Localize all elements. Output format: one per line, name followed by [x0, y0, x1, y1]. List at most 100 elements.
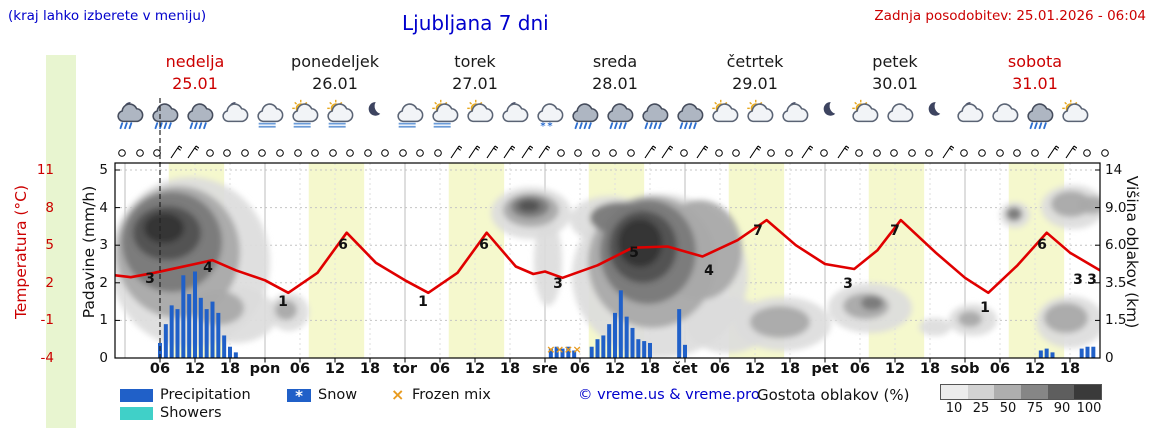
temperature-value-label: 4 [203, 260, 213, 276]
rain-icon [148, 98, 182, 130]
density-tick-label: 90 [1053, 401, 1071, 416]
frozen-mix-marker: × [564, 343, 573, 356]
sun-fog-icon [288, 98, 322, 130]
x-tick-hour: 06 [709, 361, 731, 377]
sun-cloud-icon [463, 98, 497, 130]
wind-calm-icon [852, 143, 866, 160]
wind-calm-icon [922, 143, 936, 160]
wind-calm-icon [115, 143, 129, 160]
legend-snow-label: Snow [318, 387, 358, 403]
precipitation-axis-label: Padavine (mm/h) [80, 185, 98, 319]
daylight-band [1008, 163, 1065, 358]
precip-bar [204, 309, 209, 358]
density-segment [1021, 385, 1048, 399]
snow-swatch: * [287, 389, 311, 404]
cloud-blob [919, 318, 951, 336]
wind-calm-icon [238, 143, 252, 160]
precip-bar [624, 316, 629, 358]
precip-bar [158, 342, 162, 358]
wind-calm-icon [589, 143, 603, 160]
precip-bar [1044, 348, 1049, 358]
wind-barb-icon [501, 143, 516, 160]
cloud-height-axis-label: Višina oblakov (km) [1123, 175, 1141, 329]
wind-barb-icon [484, 143, 498, 160]
cloud-blob [503, 193, 559, 227]
x-tick-hour: 06 [429, 361, 451, 377]
cloud-density-scale [940, 384, 1102, 400]
temperature-value-label: 7 [753, 223, 763, 239]
frozen-mix-marker: × [546, 343, 555, 356]
wind-barb-icon [747, 143, 762, 160]
svg-text:*: * [540, 121, 545, 130]
svg-text:*: * [547, 121, 552, 130]
wind-calm-icon [571, 143, 585, 160]
cloud-blob [115, 177, 270, 347]
precip-bar [233, 352, 238, 358]
day-name: petek [872, 52, 918, 71]
cloud-blob [590, 202, 650, 234]
wind-calm-icon [817, 143, 831, 160]
wind-barb-icon [536, 143, 551, 160]
moon-icon [918, 98, 952, 130]
plot-border [114, 162, 1101, 359]
legend-frozen-mix-label: Frozen mix [412, 387, 491, 403]
cloud-height-tick-label: 3.5 [1105, 274, 1127, 291]
day-name: torek [454, 52, 496, 71]
wind-calm-icon [378, 143, 392, 160]
wind-calm-icon [203, 143, 217, 160]
precip-bar [677, 309, 682, 358]
wind-calm-icon [1098, 143, 1112, 160]
cloud-blob [269, 293, 309, 331]
temperature-tick-label: -4 [40, 350, 54, 366]
moon-icon [358, 98, 392, 130]
wind-barb-icon [519, 143, 533, 160]
page-title: Ljubljana 7 dni [402, 11, 549, 35]
precipitation-tick-label: 5 [99, 162, 108, 178]
day-date: 25.01 [172, 74, 218, 93]
temperature-value-label: 3 [1073, 272, 1083, 288]
sun-cloud-icon [1058, 98, 1092, 130]
legend-precipitation-label: Precipitation [160, 387, 251, 403]
cloud-blob [518, 200, 540, 212]
legend-showers-label: Showers [160, 405, 222, 421]
wind-calm-icon [150, 143, 164, 160]
wind-calm-icon [870, 143, 884, 160]
precip-bar [618, 290, 623, 358]
cloud-blob [1006, 207, 1022, 221]
x-tick-hour: 06 [289, 361, 311, 377]
snow-icon: * * [533, 98, 567, 132]
cloud-blob [193, 287, 277, 343]
copyright: © vreme.us & vreme.pro [578, 387, 760, 403]
day-name: sreda [592, 52, 638, 71]
wind-calm-icon [606, 143, 620, 160]
precip-bar [636, 339, 641, 358]
temperature-axis-label: Temperatura (°C) [12, 184, 30, 320]
wind-calm-icon [993, 143, 1007, 160]
left-accent-strip [46, 55, 76, 428]
temperature-tick-label: 2 [45, 274, 54, 291]
cloud-blob [1036, 296, 1100, 348]
precip-bar [642, 341, 647, 358]
cloud-height-tick-label: 6.0 [1105, 237, 1127, 254]
temperature-tick-label: 5 [45, 237, 54, 254]
wind-calm-icon [887, 143, 901, 160]
wind-barb-icon [799, 143, 814, 160]
cloud-blob [958, 311, 982, 327]
wind-calm-icon [957, 143, 971, 160]
wind-calm-icon [764, 143, 778, 160]
precip-bar [613, 312, 617, 358]
moon-rain-icon [113, 98, 147, 130]
density-tick-label: 100 [1076, 401, 1102, 416]
cloud-blob [1041, 185, 1100, 229]
x-tick-day: čet [672, 361, 698, 377]
x-tick-hour: 12 [464, 361, 486, 377]
x-tick-hour: 18 [639, 361, 661, 377]
x-tick-hour: 06 [989, 361, 1011, 377]
wind-calm-icon [220, 143, 234, 160]
precip-bar [1085, 346, 1090, 358]
cloud-blob [122, 192, 222, 292]
wind-calm-icon [413, 143, 427, 160]
density-segment [994, 385, 1022, 399]
precip-bar [175, 309, 180, 358]
x-tick-day: pet [811, 361, 839, 377]
